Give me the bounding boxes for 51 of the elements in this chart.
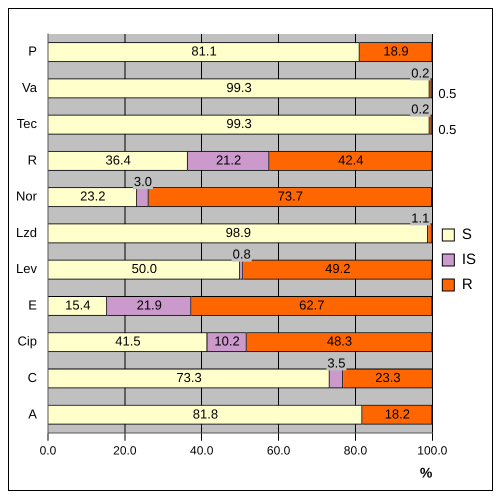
y-tick-label: Va (22, 80, 38, 95)
y-tick-label: C (28, 370, 37, 385)
data-label: 48.3 (326, 334, 352, 349)
data-label: 23.2 (80, 188, 106, 204)
x-tick-label: 100.0 (417, 443, 448, 458)
data-label: 62.7 (299, 297, 324, 312)
data-label: 41.5 (115, 334, 141, 349)
data-label: 3.0 (134, 174, 152, 190)
data-label: 0.5 (438, 122, 456, 138)
data-label: 18.9 (383, 44, 409, 59)
data-label: 3.5 (327, 355, 346, 370)
data-label: 0.5 (438, 86, 456, 101)
data-label: 73.3 (176, 370, 202, 385)
data-label: 0.8 (232, 246, 251, 262)
legend-label: S (462, 226, 472, 244)
data-label: 15.4 (65, 297, 90, 312)
data-label: 98.9 (226, 224, 251, 240)
y-tick-label: Lzd (16, 224, 37, 240)
x-tick-label: 20.0 (113, 443, 137, 458)
y-tick-label: A (28, 406, 38, 422)
x-tick-label: 80.0 (344, 443, 368, 458)
data-label: 0.2 (411, 65, 430, 80)
legend-label: IS (462, 251, 476, 268)
y-tick-label: Nor (16, 188, 38, 204)
data-label: 99.3 (226, 116, 252, 132)
x-tick-label: 60.0 (266, 443, 291, 458)
y-tick-label: Tec (16, 116, 38, 132)
x-tick-label: 40.0 (190, 443, 214, 458)
x-axis-title: % (420, 464, 433, 480)
data-label: 99.3 (226, 80, 252, 95)
data-label: 42.4 (338, 152, 364, 168)
data-label: 81.1 (191, 44, 217, 59)
y-tick-label: E (28, 297, 38, 312)
y-tick-label: R (28, 152, 37, 168)
data-label: 0.2 (411, 102, 430, 117)
data-label: 36.4 (106, 152, 131, 168)
data-label: 23.3 (375, 370, 401, 385)
data-label: 73.7 (278, 188, 303, 204)
y-tick-label: Lev (16, 261, 38, 276)
data-label: 81.8 (192, 406, 218, 422)
legend-label: R (462, 276, 473, 294)
data-label: 50.0 (132, 261, 157, 276)
data-label: 1.1 (411, 210, 430, 226)
x-tick-label: 0.0 (40, 443, 57, 458)
data-label: 21.2 (216, 152, 242, 168)
y-tick-label: Cip (17, 334, 37, 349)
data-label: 18.2 (384, 406, 410, 422)
y-tick-label: P (28, 44, 37, 59)
data-label: 21.9 (136, 297, 162, 312)
data-label: 10.2 (214, 334, 240, 349)
data-label: 49.2 (325, 261, 350, 276)
